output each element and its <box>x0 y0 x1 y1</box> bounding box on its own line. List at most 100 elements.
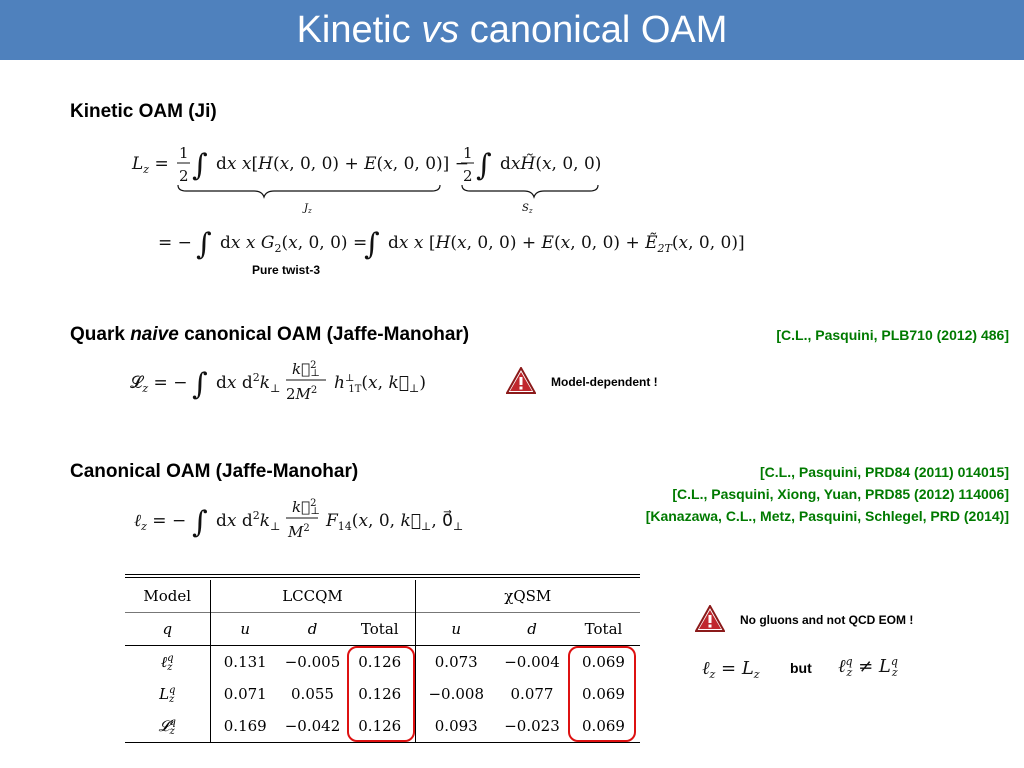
svg-text:dx d2k⊥: dx d2k⊥ <box>216 509 280 533</box>
row-label: Lq z <box>125 678 210 710</box>
equation-naive: 𝓛z = − ∫ dx d2k⊥ k⃗2 ⊥ 2M2 h⊥ 1T(x, k⃗⊥) <box>130 356 450 410</box>
equation-twist3-svg: = − ∫ dx x G2(x, 0, 0) = ∫ dx x [H(x, 0,… <box>158 227 745 262</box>
slide-title: Kinetic vs canonical OAM <box>0 4 1024 56</box>
cell-value: 0.073 <box>414 645 497 678</box>
equation-naive-svg: 𝓛z = − ∫ dx d2k⊥ k⃗2 ⊥ 2M2 h⊥ 1T(x, k⃗⊥) <box>130 360 426 403</box>
equation-ji-decomposition: Lz = 1 2 ∫ dx x[H(x, 0, 0) + E(x, 0, 0)]… <box>131 141 752 221</box>
svg-text:∫: ∫ <box>196 227 212 262</box>
svg-text:dxH̃(x, 0, 0): dxH̃(x, 0, 0) <box>500 154 601 174</box>
table-row: 𝓛q z 0.169 −0.042 0.126 0.093 −0.023 0.06… <box>125 710 640 743</box>
highlight-lccqm-total <box>347 646 415 742</box>
equation-lq-neq-svg: ℓq z ≠ Lq z <box>838 655 898 679</box>
ref-canonical-3: [Kanazawa, C.L., Metz, Pasquini, Schlege… <box>645 508 1009 524</box>
section-naive-em: naive <box>130 324 179 345</box>
table-row: ℓq z 0.131 −0.005 0.126 0.073 −0.004 0.06… <box>125 645 640 678</box>
title-vs: vs <box>421 9 460 51</box>
svg-text:dx x [H(x, 0, 0) + E(x, 0, 0): dx x [H(x, 0, 0) + E(x, 0, 0) + Ẽ2T(x, 0… <box>388 232 745 255</box>
header-model-chiqsm: χQSM <box>414 580 640 613</box>
row-label-sub: z <box>169 693 175 705</box>
note-but: but <box>790 660 812 676</box>
cell-value: −0.042 <box>284 717 341 735</box>
title-part: canonical OAM <box>459 9 728 51</box>
svg-text:F14(x, 0, k⃗⊥, 0⃗⊥): F14(x, 0, k⃗⊥, 0⃗⊥) <box>325 510 464 533</box>
col-d: d <box>527 620 537 638</box>
svg-text:= −: = − <box>158 233 192 253</box>
cell-value: 0.126 <box>358 685 402 703</box>
cell-value: 0.077 <box>510 685 554 703</box>
cell-value: −0.004 <box>504 653 560 671</box>
cell-value: −0.005 <box>284 653 341 671</box>
cell-value: 0.069 <box>582 653 625 671</box>
svg-text:1: 1 <box>179 144 189 162</box>
warning-icon <box>695 605 725 632</box>
section-naive: Quark naive canonical OAM (Jaffe-Manohar… <box>70 324 469 346</box>
svg-text:∫: ∫ <box>476 148 492 183</box>
ref-canonical-1: [C.L., Pasquini, PRD84 (2011) 014015] <box>760 464 1009 480</box>
equation-ji-svg: Lz = 1 2 ∫ dx x[H(x, 0, 0) + E(x, 0, 0)]… <box>131 144 601 215</box>
section-canonical: Canonical OAM (Jaffe-Manohar) <box>70 461 359 482</box>
svg-text:Sz: Sz <box>522 203 533 215</box>
cell-value: 0.071 <box>209 678 280 710</box>
equation-twist3: = − ∫ dx x G2(x, 0, 0) = ∫ dx x [H(x, 0,… <box>158 224 758 264</box>
table-header-cols: q u d Total u d Total <box>125 612 640 646</box>
svg-text:dx x[H(x, 0, 0) + E(x, 0, 0)]: dx x[H(x, 0, 0) + E(x, 0, 0)] − <box>216 154 469 174</box>
section-kinetic: Kinetic OAM (Ji) <box>70 101 217 122</box>
ref-naive: [C.L., Pasquini, PLB710 (2012) 486] <box>776 327 1009 343</box>
section-naive-post: canonical OAM (Jaffe-Manohar) <box>178 324 470 345</box>
equation-lz-equals-svg: ℓz = Lz <box>702 658 760 681</box>
equation-lq-neq: ℓq z ≠ Lq z <box>838 650 928 684</box>
cell-value: −0.008 <box>414 678 497 710</box>
refs-canonical: [C.L., Pasquini, PRD84 (2011) 014015] [C… <box>646 461 1009 527</box>
svg-text:2: 2 <box>463 167 473 185</box>
col-total: Total <box>584 620 623 638</box>
table-top-rule <box>125 574 640 578</box>
table-row: Lq z 0.071 0.055 0.126 −0.008 0.077 0.069 <box>125 678 640 710</box>
svg-text:M2: M2 <box>287 523 310 541</box>
svg-text:h⊥1T(x, k⃗⊥): h⊥ 1T(x, k⃗⊥) <box>334 373 426 395</box>
svg-text:∫: ∫ <box>192 148 208 183</box>
row-label-sup: q <box>167 652 174 664</box>
col-total: Total <box>360 620 399 638</box>
svg-text:k⃗2⊥: k⃗2 ⊥ <box>292 498 320 517</box>
cell-value: 0.131 <box>209 645 280 678</box>
svg-text:ℓz = Lz: ℓz = Lz <box>702 658 760 681</box>
oam-table: Model LCCQM χQSM q u d Total u d Total ℓ… <box>125 580 640 743</box>
col-d: d <box>307 620 318 638</box>
equation-canonical-svg: ℓz = − ∫ dx d2k⊥ k⃗2 ⊥ M2 F14(x, 0, k⃗⊥, … <box>134 498 464 541</box>
warning-icon <box>506 367 536 394</box>
row-label-sub: z <box>169 725 175 737</box>
ref-canonical-2: [C.L., Pasquini, Xiong, Yuan, PRD85 (201… <box>672 486 1009 502</box>
table-header-models: Model LCCQM χQSM <box>125 580 640 613</box>
row-label-symbol: ℓ <box>160 652 168 671</box>
row-label-sub: z <box>167 661 173 673</box>
svg-text:𝓛z = −: 𝓛z = − <box>130 373 187 395</box>
equation-lz-equals: ℓz = Lz <box>702 652 782 684</box>
equation-canonical: ℓz = − ∫ dx d2k⊥ k⃗2 ⊥ M2 F14(x, 0, k⃗⊥, … <box>134 492 464 548</box>
note-pure-twist3: Pure twist-3 <box>252 263 321 277</box>
note-model-dependent: Model-dependent ! <box>551 375 658 389</box>
row-label-sup: q <box>169 684 176 696</box>
cell-value: 0.126 <box>358 653 402 671</box>
highlight-chiqsm-total <box>568 646 636 742</box>
section-naive-pre: Quark <box>70 324 131 345</box>
cell-value: 0.093 <box>414 710 497 743</box>
svg-text:∫: ∫ <box>364 227 380 262</box>
svg-text:1: 1 <box>463 144 473 162</box>
cell-value: 0.126 <box>358 717 402 735</box>
col-u: u <box>414 612 497 646</box>
header-model: Model <box>143 587 192 605</box>
header-q: q <box>162 620 173 638</box>
svg-text:dx x G2(x, 0, 0) =: dx x G2(x, 0, 0) = <box>220 233 367 255</box>
row-label-sup: q <box>169 716 176 728</box>
row-label-symbol: L <box>159 684 170 703</box>
cell-value: 0.069 <box>582 685 625 703</box>
row-label-symbol: 𝓛 <box>158 716 170 735</box>
svg-text:∫: ∫ <box>192 367 208 402</box>
col-u: u <box>209 612 280 646</box>
svg-text:∫: ∫ <box>192 505 208 540</box>
svg-text:ℓz = −: ℓz = − <box>134 511 186 533</box>
cell-value: −0.023 <box>504 717 560 735</box>
cell-value: 0.169 <box>209 710 280 743</box>
row-label: 𝓛q z <box>125 710 210 743</box>
svg-text:dx d2k⊥: dx d2k⊥ <box>216 371 280 395</box>
